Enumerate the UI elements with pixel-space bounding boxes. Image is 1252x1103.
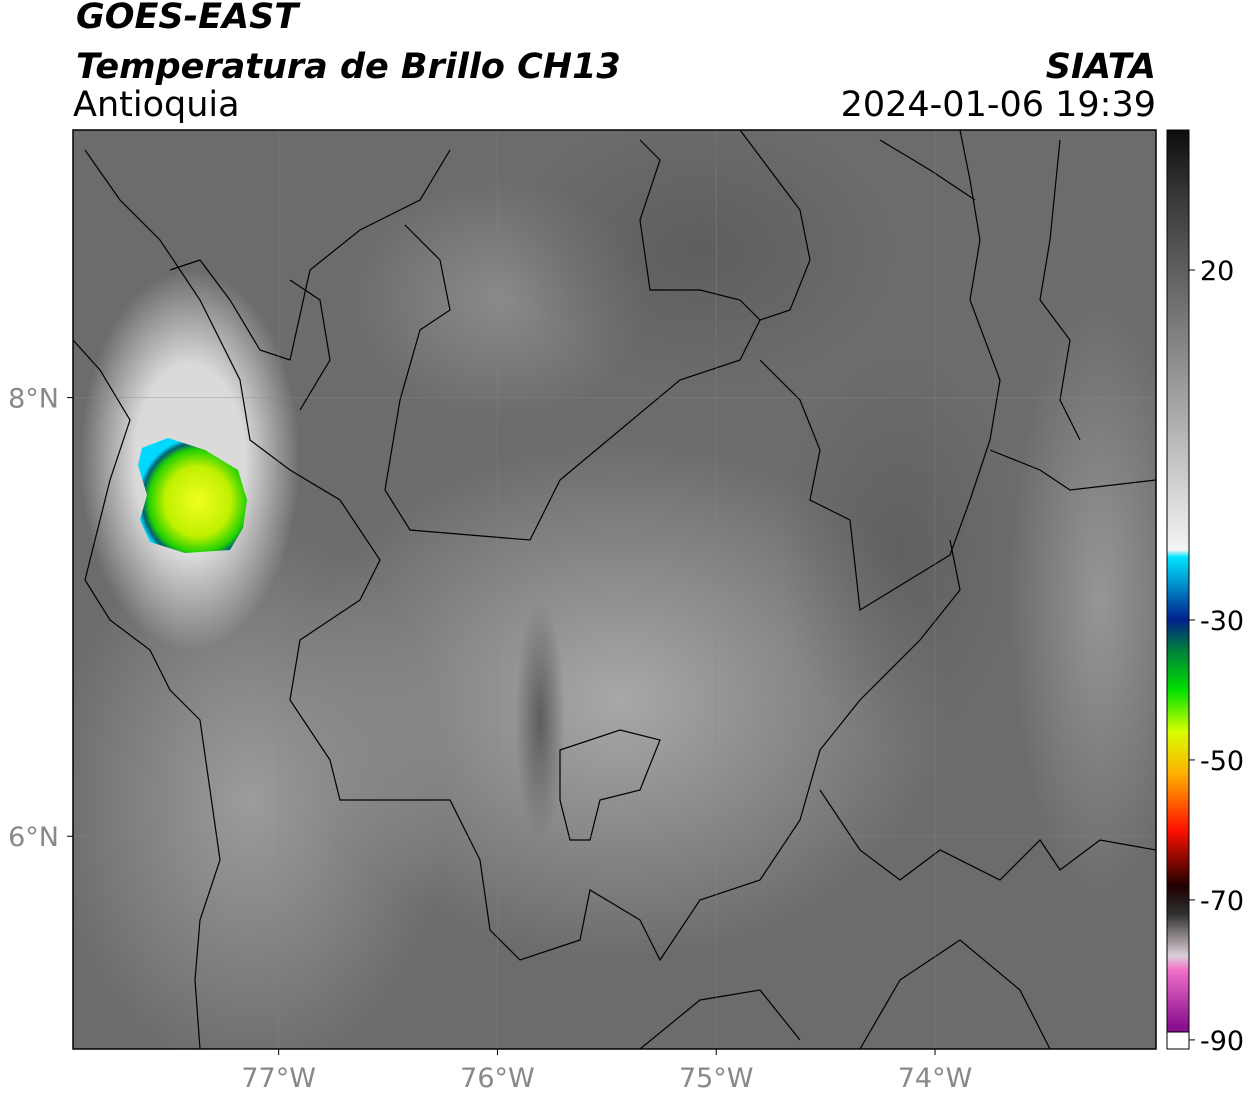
y-tick-label: 6°N: [8, 822, 59, 853]
x-tick-label: 75°W: [679, 1063, 754, 1094]
colorbar-under: [1166, 1031, 1190, 1050]
x-tick-label: 74°W: [898, 1063, 973, 1094]
colorbar-tick-label: -90: [1200, 1026, 1244, 1057]
x-tick-label: 76°W: [460, 1063, 535, 1094]
x-tick-label: 77°W: [241, 1063, 316, 1094]
colorbar-tick-label: -70: [1200, 886, 1244, 917]
colorbar-tick-label: 20: [1200, 256, 1234, 287]
colorbar: 20 -30 -50 -70 -90: [1166, 129, 1244, 1057]
datetime: 2024-01-06 19:39: [841, 85, 1156, 125]
colorbar-fill: [1166, 129, 1190, 1050]
map-frame: [72, 129, 1157, 1050]
title: GOES-EAST: [76, 0, 301, 37]
map: [73, 130, 1156, 1049]
colorbar-tick-label: -30: [1200, 606, 1244, 637]
y-tick-label: 8°N: [8, 384, 59, 415]
source: SIATA: [1046, 47, 1156, 87]
region: Antioquia: [73, 85, 240, 125]
subtitle: Temperatura de Brillo CH13: [76, 47, 621, 87]
colorbar-tick-label: -50: [1200, 746, 1244, 777]
